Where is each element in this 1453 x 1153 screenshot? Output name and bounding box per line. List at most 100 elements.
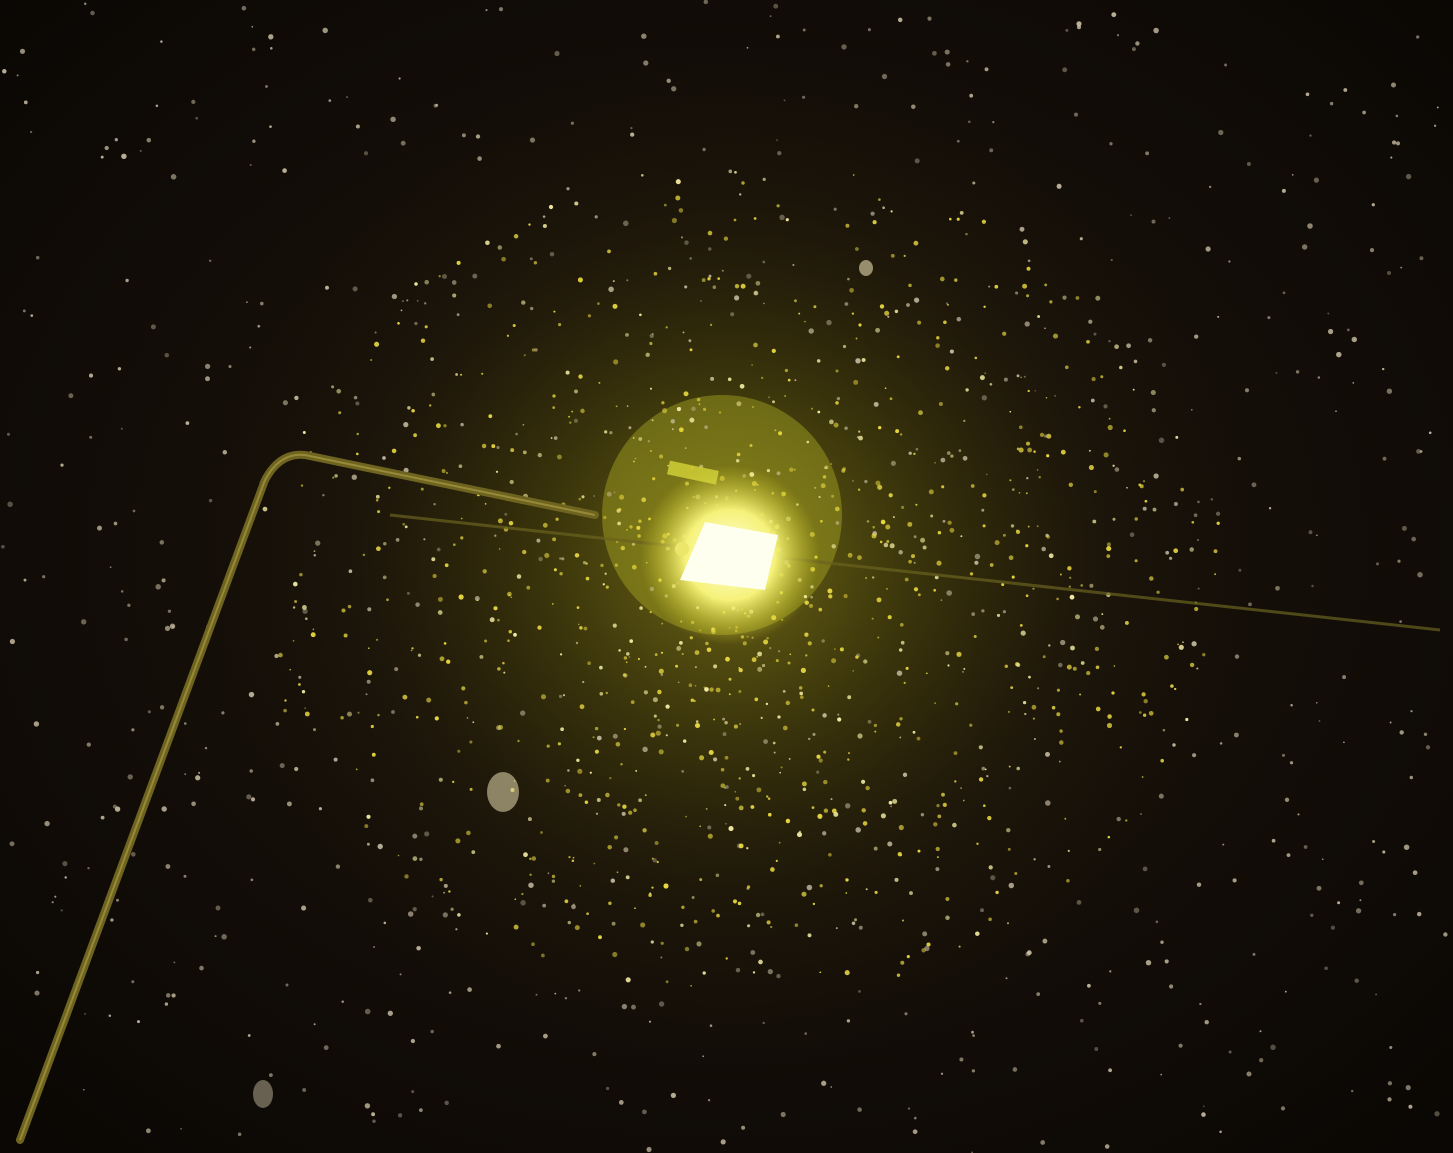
snowflake	[1056, 183, 1062, 189]
snowflake	[1046, 535, 1050, 539]
snowflake	[702, 147, 706, 152]
snowflake	[789, 467, 794, 472]
snowflake	[1268, 507, 1272, 510]
snowflake	[536, 538, 541, 543]
snowflake	[614, 563, 618, 567]
snowflake	[962, 455, 968, 461]
snowflake	[1067, 849, 1070, 853]
snowflake	[1284, 990, 1287, 993]
snowflake	[855, 337, 858, 340]
snowflake	[676, 723, 680, 727]
snowflake	[1252, 952, 1256, 956]
snowflake	[949, 527, 955, 533]
snowflake	[1387, 1081, 1393, 1086]
snowflake	[605, 691, 609, 695]
snowflake	[663, 203, 667, 207]
snowflake	[959, 211, 964, 215]
snowflake	[284, 699, 287, 702]
snowflake	[1045, 800, 1051, 806]
snowflake	[1092, 519, 1097, 524]
snowflake	[1060, 639, 1066, 646]
snowflake	[526, 585, 531, 590]
snowflake	[1018, 491, 1021, 494]
snowflake	[1327, 312, 1330, 315]
snowflake	[890, 805, 892, 808]
snowflake	[1059, 729, 1063, 733]
snowflake	[1072, 666, 1077, 671]
snowflake	[751, 364, 753, 366]
snowflake	[1284, 797, 1290, 802]
snowflake	[958, 945, 961, 948]
snowflake	[1330, 925, 1335, 930]
snowflake	[391, 293, 398, 300]
snowflake	[1088, 319, 1093, 324]
snowflake	[548, 204, 554, 210]
snowflake	[817, 410, 821, 414]
snowflake	[537, 452, 542, 458]
snowflake	[553, 568, 557, 572]
snowflake	[90, 10, 95, 16]
snowflake	[582, 560, 587, 565]
snowflake	[1271, 838, 1276, 843]
snowflake	[269, 1073, 273, 1077]
snowflake	[1142, 480, 1146, 483]
snowflake	[612, 623, 617, 628]
snowflake	[690, 985, 692, 987]
snowflake	[755, 280, 761, 286]
snowflake	[460, 422, 464, 427]
snowflake	[945, 651, 950, 656]
snowflake	[978, 777, 984, 782]
snowflake	[622, 673, 627, 677]
snowflake	[1116, 816, 1121, 822]
snowflake	[1109, 142, 1113, 146]
snowflake	[1034, 738, 1036, 740]
snowflake	[661, 401, 665, 405]
snowflake	[861, 358, 866, 362]
snowflake	[364, 1008, 371, 1015]
snowflake	[347, 604, 352, 609]
snowflake	[971, 612, 976, 616]
snowflake	[617, 521, 621, 526]
snowflake	[414, 282, 418, 286]
snowflake	[969, 572, 974, 576]
snowflake	[1419, 450, 1423, 453]
snowflake	[777, 715, 781, 719]
snowflake	[1002, 610, 1006, 614]
snowflake	[497, 618, 500, 622]
snowflake	[852, 480, 854, 482]
snowflake	[720, 1139, 726, 1145]
snowflake	[114, 138, 118, 142]
snowflake	[383, 921, 387, 925]
snowflake	[1305, 92, 1310, 97]
snowflake	[981, 395, 987, 401]
snowflake	[572, 856, 575, 859]
snowflake	[1192, 753, 1197, 758]
snowflake	[645, 352, 650, 358]
snowflake	[605, 792, 610, 798]
snowflake	[1290, 704, 1293, 707]
snowflake	[450, 907, 454, 911]
snowflake	[292, 606, 296, 609]
snowflake	[902, 772, 908, 777]
snowflake	[779, 771, 782, 774]
snowflake	[915, 447, 919, 451]
snowflake	[1049, 300, 1053, 304]
snowflake	[835, 521, 840, 525]
snowflake	[460, 517, 463, 520]
snowflake	[855, 655, 859, 659]
snowflake	[651, 886, 654, 889]
snowflake	[819, 971, 822, 974]
snowflake	[872, 525, 875, 529]
snowflake	[567, 769, 570, 772]
snowflake	[646, 1146, 652, 1153]
snowflake	[1412, 870, 1418, 876]
snowflake	[847, 758, 850, 761]
snowflake	[628, 656, 631, 658]
snowflake	[965, 232, 968, 236]
snowflake	[1026, 477, 1029, 480]
snowflake	[874, 890, 878, 894]
snowflake	[937, 814, 942, 819]
snowflake	[301, 905, 307, 911]
snowflake	[333, 757, 338, 762]
snowflake	[864, 479, 868, 484]
